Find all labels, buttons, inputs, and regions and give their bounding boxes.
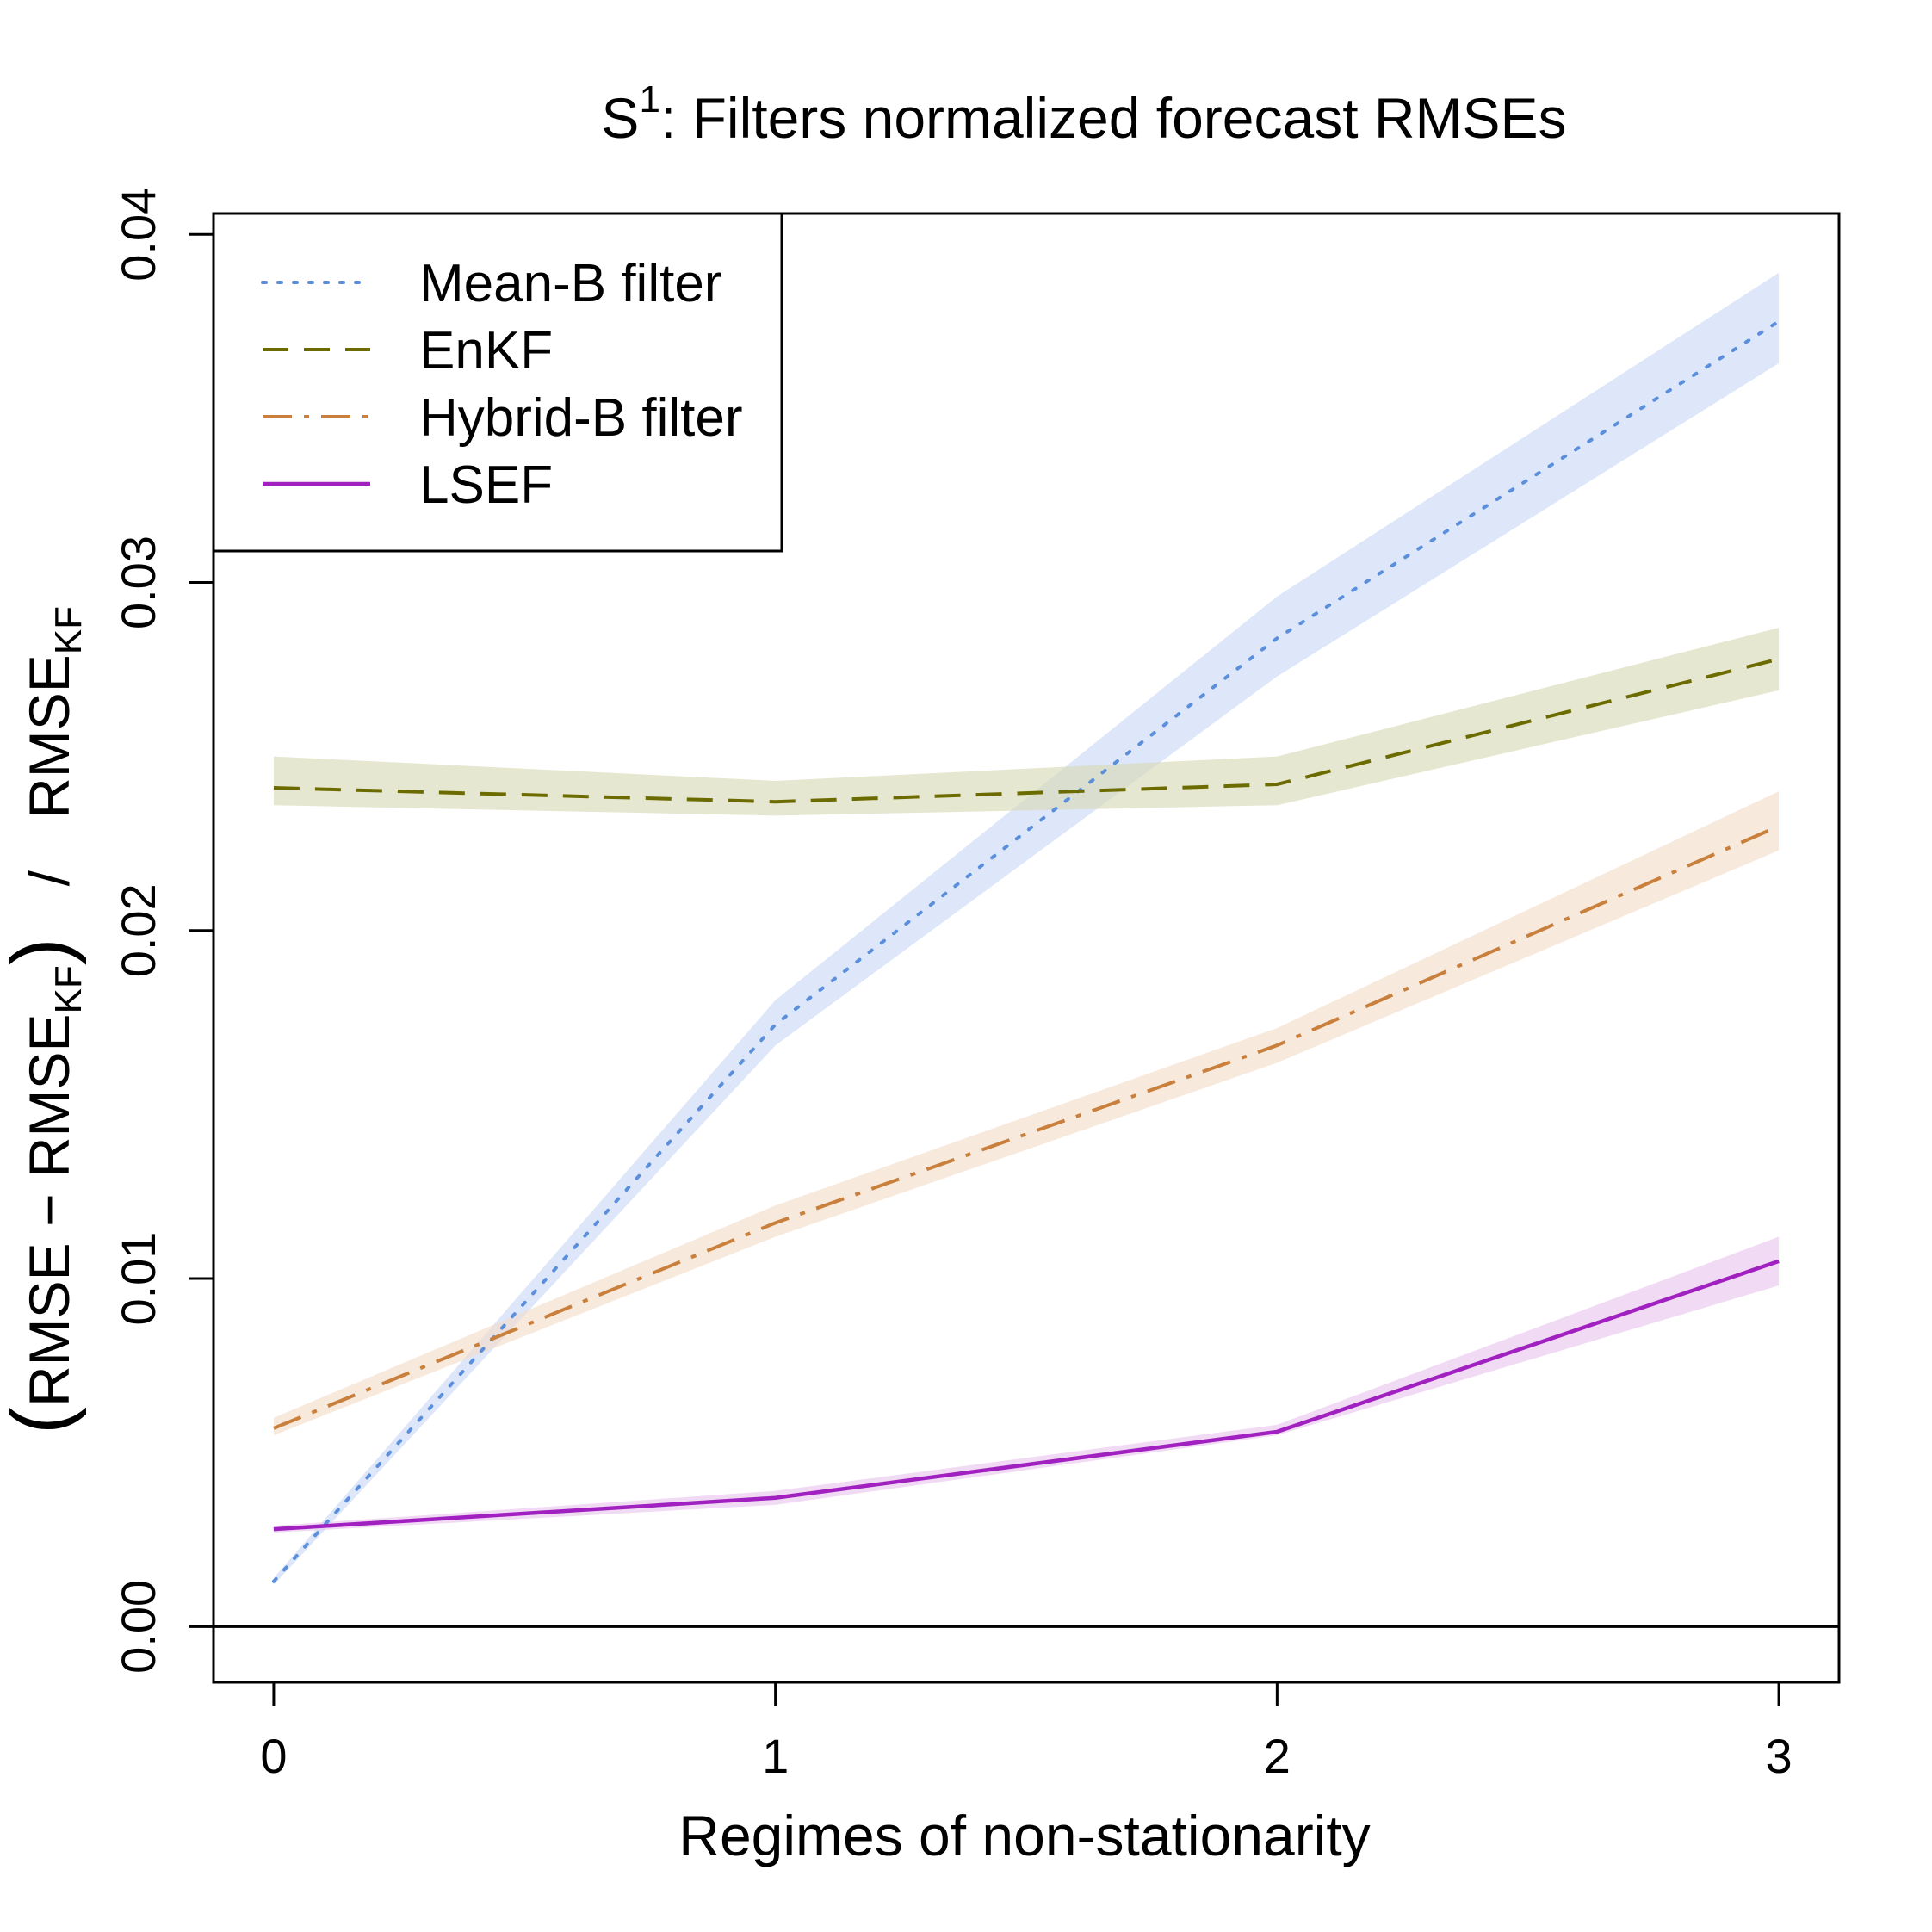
legend-entry-lsef: LSEF xyxy=(263,455,553,515)
series-line-mean-b-filter xyxy=(271,319,1781,1583)
band-mean-b-filter xyxy=(273,272,1780,1585)
y-label-close-paren: ) xyxy=(0,938,87,965)
y-label-kf-subscript: KF xyxy=(47,965,90,1013)
legend-box xyxy=(212,212,783,553)
chart-title-main: S xyxy=(601,86,639,150)
y-label-rmse-kf: RMSE xyxy=(17,1013,81,1178)
legend-label-hybrid-b-filter: Hybrid-B filter xyxy=(419,388,743,448)
chart-title-rest: : Filters normalized forecast RMSEs xyxy=(660,86,1567,150)
series-lines xyxy=(271,319,1781,1583)
y-label-slash: / xyxy=(17,870,81,886)
x-tick-label: 0 xyxy=(260,1729,287,1783)
x-tick-label: 1 xyxy=(762,1729,789,1783)
legend-label-enkf: EnKF xyxy=(419,321,553,381)
chart-title-superscript: 1 xyxy=(639,78,659,121)
band-enkf xyxy=(273,628,1780,816)
band-hybrid-b-filter xyxy=(273,791,1780,1435)
y-tick-label: 0.04 xyxy=(111,188,165,282)
x-axis: 0 1 2 3 xyxy=(260,1681,1793,1783)
y-label-rmse-kf-denominator: RMSE xyxy=(17,654,81,819)
legend: Mean-B filter EnKF Hybrid-B filter LSEF xyxy=(212,212,783,553)
x-tick-label: 2 xyxy=(1264,1729,1291,1783)
x-axis-label: Regimes of non-stationarity xyxy=(678,1804,1370,1867)
y-tick-label: 0.03 xyxy=(111,536,165,629)
legend-entry-mean-b-filter: Mean-B filter xyxy=(261,254,721,313)
confidence-bands xyxy=(273,272,1780,1585)
band-lsef xyxy=(273,1236,1780,1533)
series-line-lsef xyxy=(273,1259,1780,1532)
y-tick-label: 0.00 xyxy=(111,1580,165,1674)
legend-label-mean-b-filter: Mean-B filter xyxy=(419,254,721,313)
x-tick-label: 3 xyxy=(1765,1729,1792,1783)
y-tick-label: 0.01 xyxy=(111,1232,165,1326)
series-line-hybrid-b-filter xyxy=(273,824,1780,1430)
legend-entry-hybrid-b-filter: Hybrid-B filter xyxy=(263,388,743,448)
y-label-rmse: RMSE xyxy=(17,1242,81,1407)
series-line-enkf xyxy=(273,657,1780,804)
y-label-open-paren: ( xyxy=(0,1407,87,1434)
chart-title: S1: Filters normalized forecast RMSEs xyxy=(601,78,1566,150)
legend-entry-enkf: EnKF xyxy=(263,321,553,381)
y-label-kf-subscript-denominator: KF xyxy=(47,606,90,654)
y-label-minus: − xyxy=(17,1178,81,1242)
y-axis-label: (RMSE − RMSEKF)/RMSEKF xyxy=(0,606,90,1434)
legend-label-lsef: LSEF xyxy=(419,455,553,515)
y-axis: 0.00 0.01 0.02 0.03 0.04 xyxy=(111,188,215,1674)
y-tick-label: 0.02 xyxy=(111,883,165,977)
